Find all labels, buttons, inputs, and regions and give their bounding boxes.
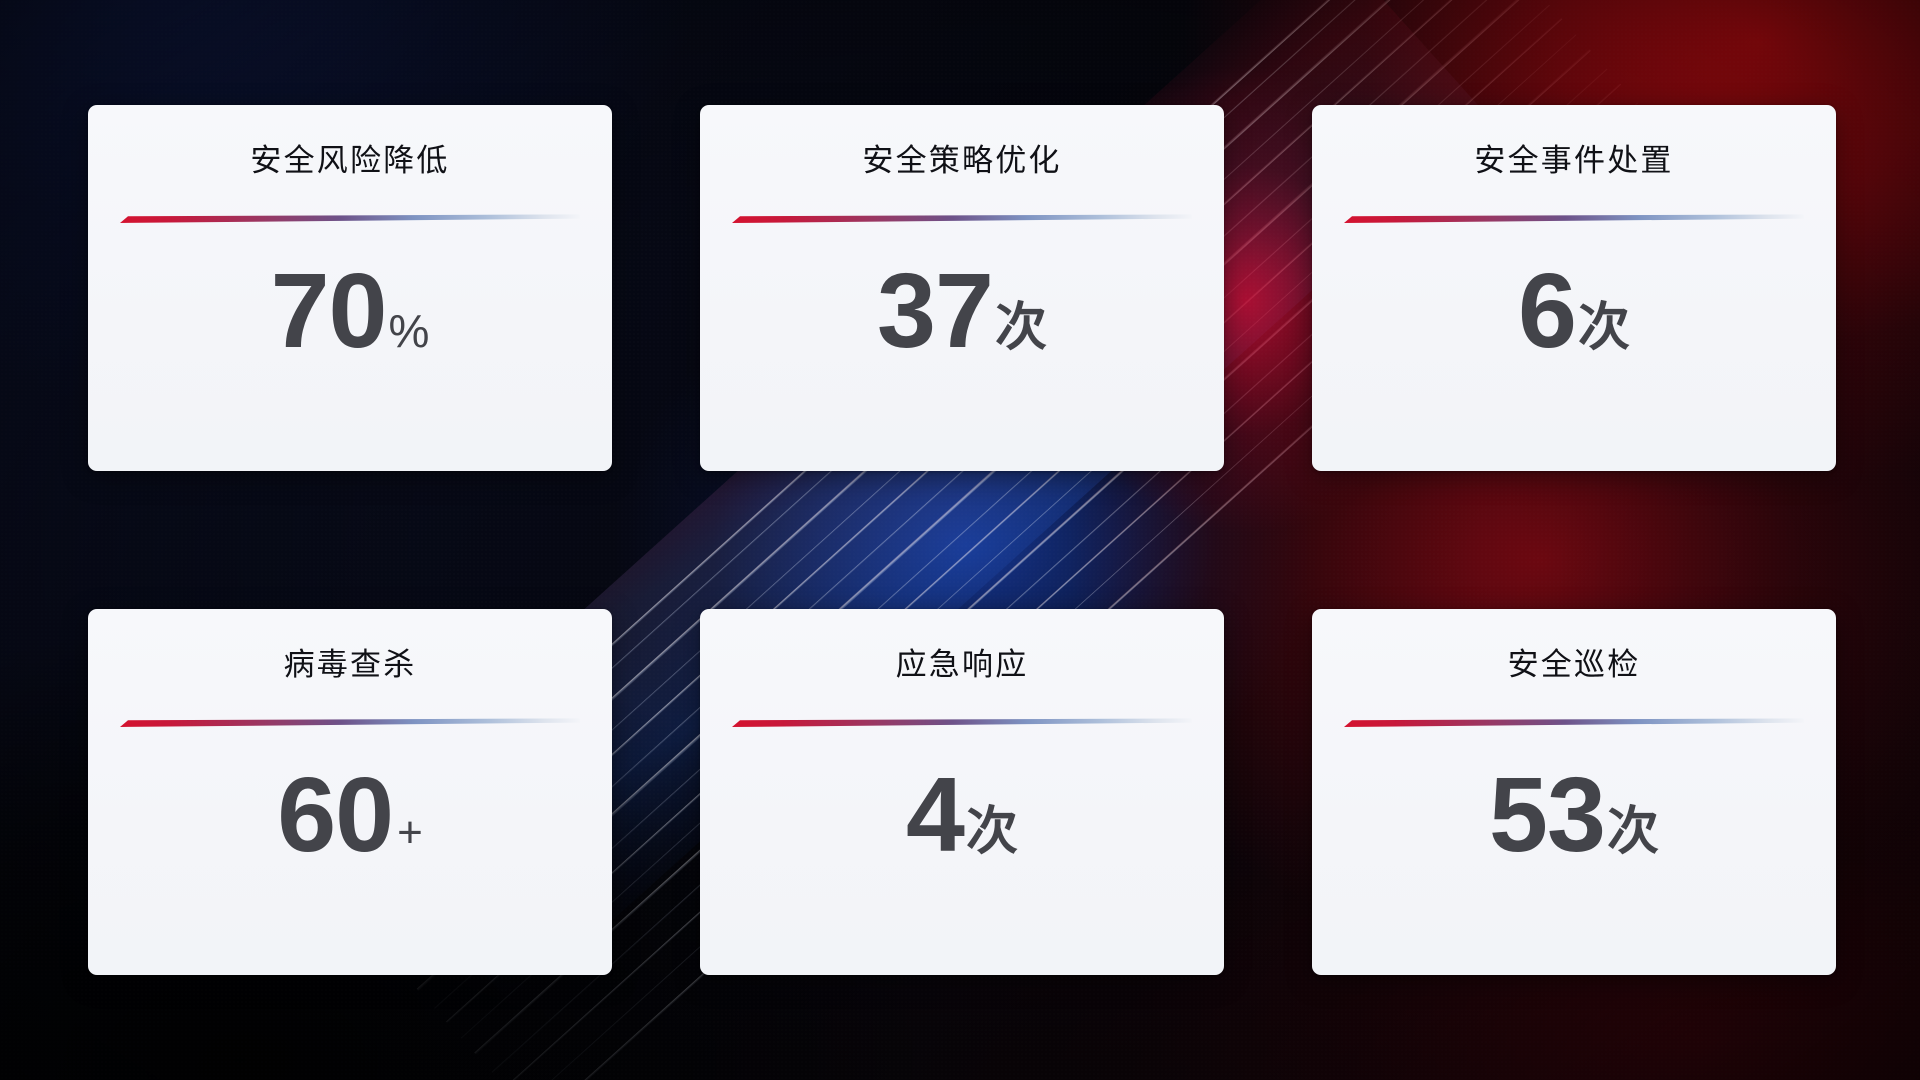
- metric-value-number: 70: [270, 252, 388, 370]
- metric-value-unit: 次: [1577, 299, 1630, 357]
- gradient-divider-icon: [120, 212, 580, 224]
- metric-card-title: 安全策略优化: [862, 143, 1062, 178]
- metric-value: 60 +: [88, 762, 612, 868]
- metric-card-title: 安全风险降低: [250, 143, 450, 178]
- metric-card-security-risk-reduction[interactable]: 安全风险降低 70: [88, 105, 612, 471]
- metric-card-title: 安全巡检: [1507, 647, 1641, 682]
- metric-card-title: 病毒查杀: [283, 647, 417, 682]
- metric-value-number: 60: [277, 756, 394, 874]
- metric-card-security-policy-optimization[interactable]: 安全策略优化 37: [700, 105, 1224, 471]
- metric-value-unit: +: [397, 808, 423, 857]
- metric-value-unit: 次: [965, 803, 1018, 861]
- metric-card-title: 应急响应: [895, 647, 1029, 682]
- metric-value-unit: 次: [1606, 803, 1659, 861]
- gradient-divider-icon: [732, 716, 1192, 728]
- metric-value-number: 6: [1518, 252, 1577, 370]
- gradient-divider-icon: [1344, 212, 1804, 224]
- metric-card-security-inspection[interactable]: 安全巡检 53: [1312, 609, 1836, 975]
- metric-card-emergency-response[interactable]: 应急响应 4 次: [700, 609, 1224, 975]
- metric-value-unit: %: [388, 305, 430, 357]
- gradient-divider-icon: [732, 212, 1192, 224]
- metric-value-number: 4: [906, 756, 965, 874]
- metric-value: 4 次: [700, 762, 1224, 868]
- metric-card-security-incident-handling[interactable]: 安全事件处置 6: [1312, 105, 1836, 471]
- metric-value-number: 37: [877, 252, 994, 370]
- gradient-divider-icon: [1344, 716, 1804, 728]
- metric-value: 53 次: [1312, 762, 1836, 868]
- metric-card-title: 安全事件处置: [1474, 143, 1674, 178]
- metric-value-unit: 次: [994, 299, 1047, 357]
- metric-card-grid: 安全风险降低 70: [88, 105, 1836, 975]
- metric-value: 37 次: [700, 258, 1224, 364]
- metric-card-virus-scan-kill[interactable]: 病毒查杀 60: [88, 609, 612, 975]
- metric-value: 6 次: [1312, 258, 1836, 364]
- metric-value: 70 %: [88, 258, 612, 364]
- gradient-divider-icon: [120, 716, 580, 728]
- metric-value-number: 53: [1489, 756, 1606, 874]
